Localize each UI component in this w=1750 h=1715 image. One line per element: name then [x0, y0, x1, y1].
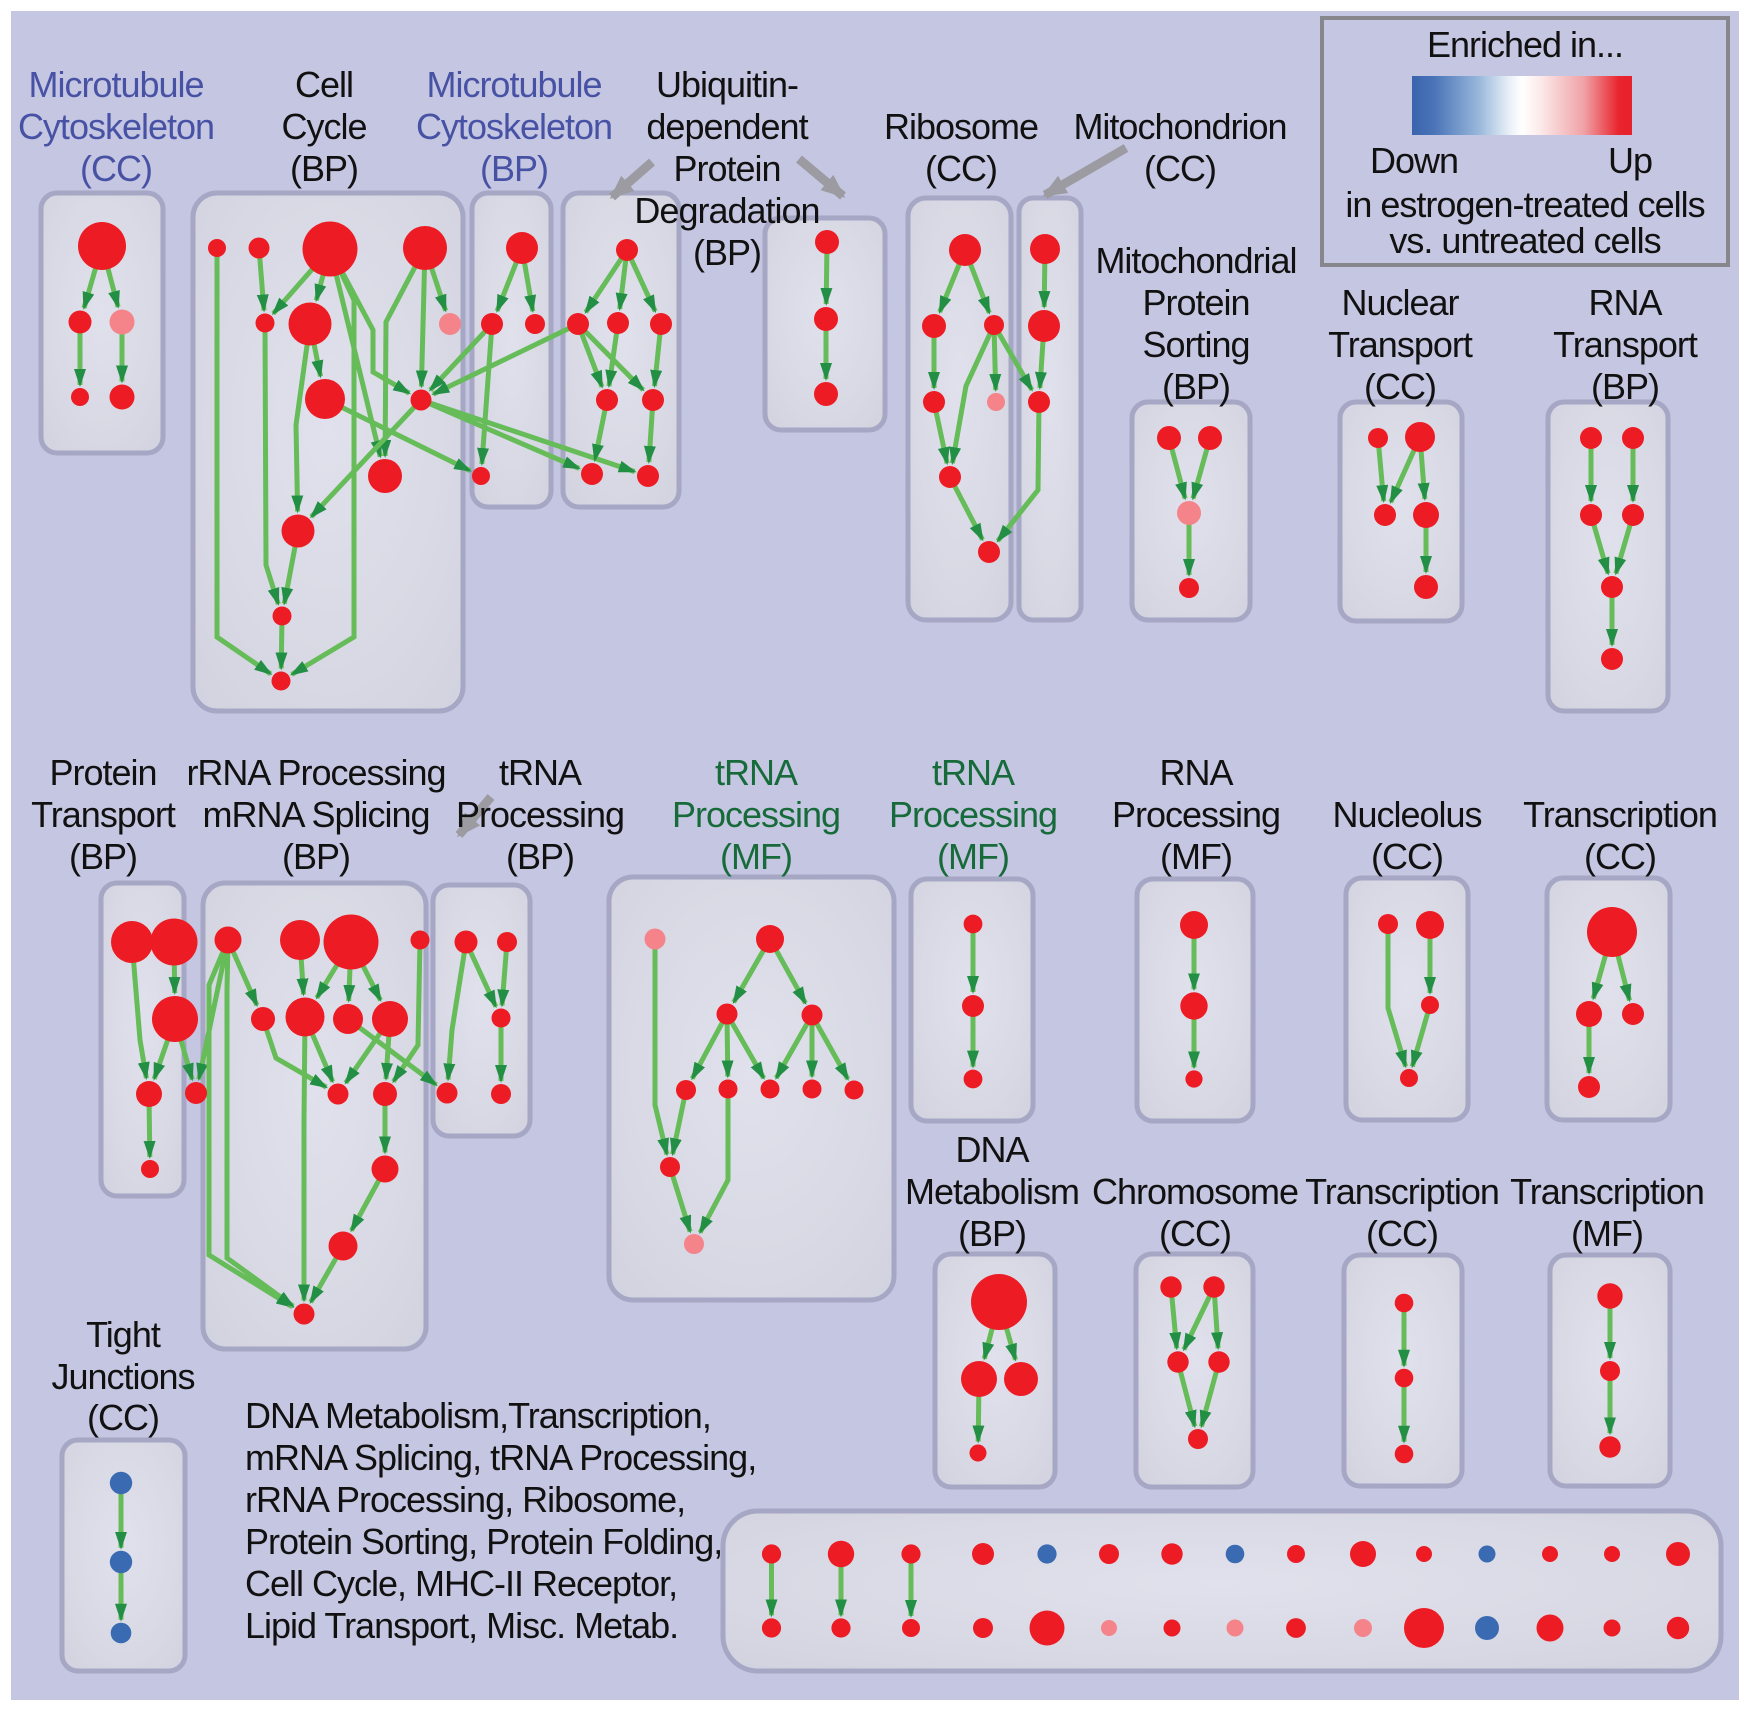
svg-text:mRNA Splicing, tRNA Processing: mRNA Splicing, tRNA Processing, — [245, 1437, 756, 1478]
svg-text:Microtubule: Microtubule — [28, 64, 203, 105]
svg-text:Processing: Processing — [889, 794, 1057, 835]
svg-text:(BP): (BP) — [958, 1213, 1026, 1254]
svg-text:Protein: Protein — [49, 752, 156, 793]
svg-text:(BP): (BP) — [1162, 366, 1230, 407]
svg-text:mRNA Splicing: mRNA Splicing — [202, 794, 429, 835]
svg-text:Protein Sorting, Protein Foldi: Protein Sorting, Protein Folding, — [245, 1521, 722, 1562]
svg-text:Chromosome: Chromosome — [1092, 1171, 1298, 1212]
svg-text:Nucleolus: Nucleolus — [1332, 794, 1481, 835]
svg-text:(BP): (BP) — [69, 836, 137, 877]
svg-text:Mitochondrial: Mitochondrial — [1095, 240, 1296, 281]
svg-text:tRNA: tRNA — [715, 752, 798, 793]
svg-text:(CC): (CC) — [1364, 366, 1436, 407]
svg-text:(BP): (BP) — [282, 836, 350, 877]
svg-text:Transcription: Transcription — [1523, 794, 1717, 835]
svg-text:tRNA: tRNA — [499, 752, 582, 793]
svg-text:Protein: Protein — [673, 148, 780, 189]
svg-text:(CC): (CC) — [80, 148, 152, 189]
svg-text:Microtubule: Microtubule — [426, 64, 601, 105]
svg-text:vs. untreated cells: vs. untreated cells — [1389, 220, 1660, 261]
svg-text:dependent: dependent — [646, 106, 808, 147]
svg-text:RNA: RNA — [1588, 282, 1662, 323]
svg-text:(BP): (BP) — [290, 148, 358, 189]
svg-text:(BP): (BP) — [1591, 366, 1659, 407]
svg-text:Metabolism: Metabolism — [905, 1171, 1079, 1212]
svg-text:(CC): (CC) — [87, 1397, 159, 1438]
svg-text:Processing: Processing — [672, 794, 840, 835]
svg-text:RNA: RNA — [1159, 752, 1233, 793]
svg-text:(CC): (CC) — [1144, 148, 1216, 189]
svg-text:(MF): (MF) — [1160, 836, 1232, 877]
svg-text:Ribosome: Ribosome — [884, 106, 1038, 147]
svg-text:Cell Cycle, MHC-II Receptor,: Cell Cycle, MHC-II Receptor, — [245, 1563, 677, 1604]
svg-text:(MF): (MF) — [720, 836, 792, 877]
svg-text:Degradation: Degradation — [634, 190, 819, 231]
svg-text:Transcription: Transcription — [1510, 1171, 1704, 1212]
svg-text:Cell: Cell — [295, 64, 353, 105]
svg-text:(BP): (BP) — [480, 148, 548, 189]
svg-text:Nuclear: Nuclear — [1341, 282, 1459, 323]
svg-text:Transport: Transport — [1328, 324, 1473, 365]
svg-text:Cytoskeleton: Cytoskeleton — [416, 106, 612, 147]
svg-text:Processing: Processing — [456, 794, 624, 835]
svg-text:(CC): (CC) — [1159, 1213, 1231, 1254]
svg-text:Processing: Processing — [1112, 794, 1280, 835]
svg-text:Cycle: Cycle — [281, 106, 366, 147]
svg-text:(CC): (CC) — [1584, 836, 1656, 877]
svg-text:Enriched in...: Enriched in... — [1427, 24, 1623, 65]
svg-text:Down: Down — [1370, 140, 1458, 181]
svg-text:Mitochondrion: Mitochondrion — [1073, 106, 1286, 147]
svg-text:(MF): (MF) — [937, 836, 1009, 877]
svg-text:Tight: Tight — [86, 1314, 161, 1355]
svg-text:Transport: Transport — [1553, 324, 1698, 365]
svg-text:Sorting: Sorting — [1142, 324, 1249, 365]
svg-text:(CC): (CC) — [925, 148, 997, 189]
svg-text:(BP): (BP) — [693, 232, 761, 273]
svg-text:Up: Up — [1608, 140, 1652, 181]
svg-text:DNA Metabolism,Transcription,: DNA Metabolism,Transcription, — [245, 1395, 711, 1436]
svg-text:(BP): (BP) — [506, 836, 574, 877]
svg-text:Junctions: Junctions — [51, 1356, 194, 1397]
svg-text:(CC): (CC) — [1371, 836, 1443, 877]
svg-text:Cytoskeleton: Cytoskeleton — [18, 106, 214, 147]
svg-text:Lipid Transport, Misc. Metab.: Lipid Transport, Misc. Metab. — [245, 1605, 678, 1646]
svg-text:Protein: Protein — [1142, 282, 1249, 323]
svg-text:Transport: Transport — [31, 794, 176, 835]
svg-text:Ubiquitin-: Ubiquitin- — [656, 64, 798, 105]
svg-text:(CC): (CC) — [1366, 1213, 1438, 1254]
svg-text:in estrogen-treated cells: in estrogen-treated cells — [1345, 184, 1704, 225]
svg-text:rRNA Processing: rRNA Processing — [186, 752, 445, 793]
svg-text:tRNA: tRNA — [932, 752, 1015, 793]
svg-text:(MF): (MF) — [1571, 1213, 1643, 1254]
svg-text:Transcription: Transcription — [1305, 1171, 1499, 1212]
svg-text:rRNA Processing, Ribosome,: rRNA Processing, Ribosome, — [245, 1479, 685, 1520]
svg-text:DNA: DNA — [955, 1129, 1029, 1170]
